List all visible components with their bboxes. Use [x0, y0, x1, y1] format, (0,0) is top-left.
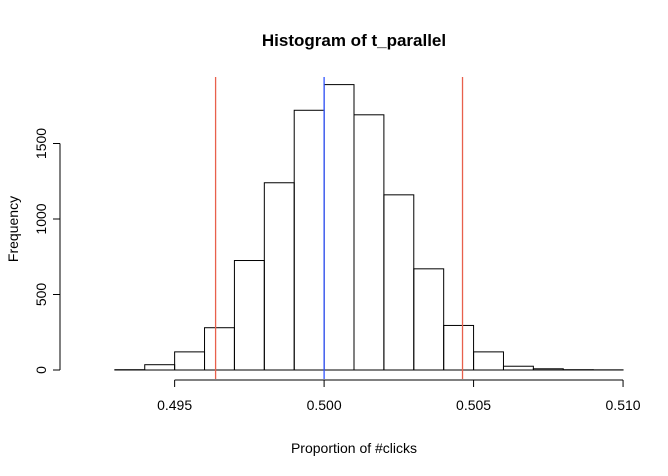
y-axis: 0 500 1000 1500: [33, 128, 61, 374]
x-tick-label: 0.505: [456, 397, 491, 413]
histogram-bar: [293, 109, 325, 371]
histogram-bar: [233, 260, 265, 371]
y-tick-label: 1500: [33, 128, 49, 159]
histogram-bar: [353, 114, 385, 371]
histogram-bar: [323, 84, 355, 371]
x-tick-label: 0.500: [307, 397, 342, 413]
histogram-bar: [174, 351, 206, 371]
y-tick-label: 1000: [33, 203, 49, 234]
histogram-bar: [413, 268, 445, 371]
y-tick-label: 0: [33, 366, 49, 374]
y-tick-label: 500: [33, 283, 49, 307]
histogram-bar: [263, 182, 295, 371]
histogram-bar: [383, 194, 415, 371]
histogram-bars: [114, 84, 624, 371]
histogram-bar: [144, 364, 176, 371]
x-tick-label: 0.495: [157, 397, 192, 413]
x-axis: 0.495 0.500 0.505 0.510: [157, 379, 641, 413]
reference-lines: [214, 77, 464, 379]
histogram-bar: [473, 351, 504, 371]
histogram-bar: [532, 368, 564, 371]
y-axis-label: Frequency: [5, 196, 21, 262]
x-tick-label: 0.510: [606, 397, 641, 413]
histogram-bar: [502, 365, 534, 371]
chart-title: Histogram of t_parallel: [262, 31, 446, 50]
histogram-bar: [443, 324, 475, 371]
histogram-bar: [204, 327, 235, 371]
x-axis-label: Proportion of #clicks: [291, 440, 417, 456]
